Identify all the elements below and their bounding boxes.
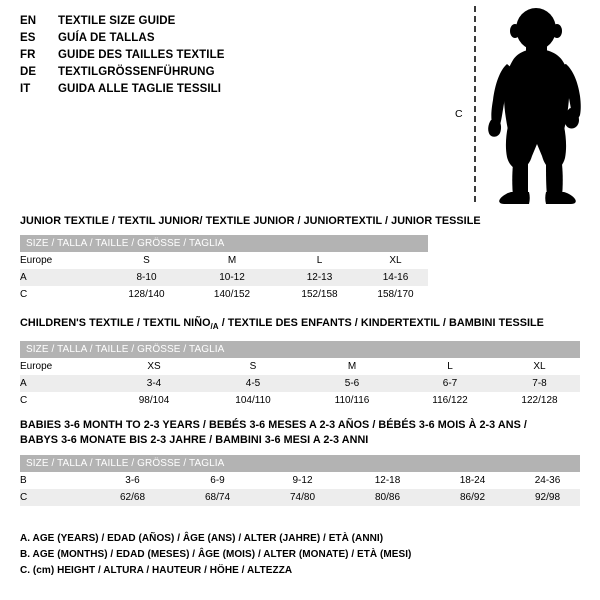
language-row-en: EN TEXTILE SIZE GUIDE	[20, 13, 440, 30]
legend-block: A. AGE (YEARS) / EDAD (AÑOS) / ÂGE (ANS)…	[20, 531, 580, 579]
cell-size: XS	[105, 358, 203, 376]
cell-height: 110/116	[303, 392, 401, 410]
table-babies-band-row: SIZE / TALLA / TAILLE / GRÖSSE / TAGLIA	[20, 455, 580, 472]
language-row-it: IT GUIDA ALLE TAGLIE TESSILI	[20, 81, 440, 98]
language-code-en: EN	[20, 15, 37, 27]
section-title-children-post: / TEXTILE DES ENFANTS / KINDERTEXTIL / B…	[218, 317, 544, 329]
cell-size: M	[188, 252, 276, 269]
section-title-children: CHILDREN'S TEXTILE / TEXTIL NIÑO/A / TEX…	[20, 316, 580, 334]
cell-age-months: 9-12	[260, 472, 345, 489]
table-row: Europe XS S M L XL	[20, 358, 580, 376]
row-label-europe: Europe	[20, 358, 105, 376]
cell-age-months: 18-24	[430, 472, 515, 489]
cell-height: 80/86	[345, 489, 430, 506]
height-illustration: C	[440, 0, 600, 210]
cell-age: 8-10	[105, 269, 188, 286]
cell-age: 6-7	[401, 375, 499, 393]
row-label-c: C	[20, 286, 105, 303]
table-row: C 62/68 68/74 74/80 80/86 86/92 92/98	[20, 489, 580, 506]
height-dashed-line-icon	[474, 6, 476, 202]
row-label-europe: Europe	[20, 252, 105, 269]
language-code-it: IT	[20, 83, 31, 95]
section-title-babies-line1: BABIES 3-6 MONTH TO 2-3 YEARS / BEBÉS 3-…	[20, 419, 527, 431]
section-title-children-sub: /A	[210, 322, 219, 332]
cell-size: XL	[499, 358, 580, 376]
section-title-babies: BABIES 3-6 MONTH TO 2-3 YEARS / BEBÉS 3-…	[20, 418, 580, 448]
cell-height: 152/158	[276, 286, 363, 303]
table-row: C 98/104 104/110 110/116 116/122 122/128	[20, 392, 580, 410]
guide-title-fr: GUIDE DES TAILLES TEXTILE	[58, 49, 225, 61]
cell-height: 128/140	[105, 286, 188, 303]
table-junior-band-label: SIZE / TALLA / TAILLE / GRÖSSE / TAGLIA	[20, 235, 428, 252]
cell-age-months: 6-9	[175, 472, 260, 489]
section-junior-textile: JUNIOR TEXTILE / TEXTIL JUNIOR/ TEXTILE …	[20, 214, 481, 303]
language-code-es: ES	[20, 32, 36, 44]
legend-line-c: C. (cm) HEIGHT / ALTURA / HAUTEUR / HÖHE…	[20, 565, 293, 576]
section-title-babies-line2: BABYS 3-6 MONATE BIS 2-3 JAHRE / BAMBINI…	[20, 434, 369, 446]
language-row-de: DE TEXTILGRÖSSENFÜHRUNG	[20, 64, 440, 81]
cell-height: 92/98	[515, 489, 580, 506]
table-row: A 3-4 4-5 5-6 6-7 7-8	[20, 375, 580, 393]
row-label-c: C	[20, 392, 105, 410]
cell-size: S	[105, 252, 188, 269]
toddler-silhouette-icon	[480, 8, 600, 204]
cell-age: 14-16	[363, 269, 428, 286]
cell-height: 62/68	[90, 489, 175, 506]
cell-height: 68/74	[175, 489, 260, 506]
guide-title-es: GUÍA DE TALLAS	[58, 32, 155, 44]
cell-age: 10-12	[188, 269, 276, 286]
cell-size: XL	[363, 252, 428, 269]
table-row: B 3-6 6-9 9-12 12-18 18-24 24-36	[20, 472, 580, 489]
table-junior-band-row: SIZE / TALLA / TAILLE / GRÖSSE / TAGLIA	[20, 235, 428, 252]
cell-height: 74/80	[260, 489, 345, 506]
cell-height: 116/122	[401, 392, 499, 410]
cell-size: L	[276, 252, 363, 269]
table-row: C 128/140 140/152 152/158 158/170	[20, 286, 428, 303]
cell-age-months: 12-18	[345, 472, 430, 489]
table-babies-band-label: SIZE / TALLA / TAILLE / GRÖSSE / TAGLIA	[20, 455, 580, 472]
row-label-b: B	[20, 472, 90, 489]
cell-age: 12-13	[276, 269, 363, 286]
height-measure-label: C	[455, 108, 463, 120]
row-label-a: A	[20, 269, 105, 286]
cell-age: 3-4	[105, 375, 203, 393]
row-label-c: C	[20, 489, 90, 506]
table-row: A 8-10 10-12 12-13 14-16	[20, 269, 428, 286]
cell-age: 5-6	[303, 375, 401, 393]
cell-height: 86/92	[430, 489, 515, 506]
cell-size: S	[203, 358, 303, 376]
language-code-de: DE	[20, 66, 37, 78]
section-title-children-pre: CHILDREN'S TEXTILE / TEXTIL NIÑO	[20, 317, 211, 329]
legend-line-a: A. AGE (YEARS) / EDAD (AÑOS) / ÂGE (ANS)…	[20, 533, 384, 544]
table-row: Europe S M L XL	[20, 252, 428, 269]
language-row-es: ES GUÍA DE TALLAS	[20, 30, 440, 47]
cell-age-months: 24-36	[515, 472, 580, 489]
table-children-sizes: SIZE / TALLA / TAILLE / GRÖSSE / TAGLIA …	[20, 341, 580, 410]
cell-age: 7-8	[499, 375, 580, 393]
cell-height: 158/170	[363, 286, 428, 303]
section-title-junior: JUNIOR TEXTILE / TEXTIL JUNIOR/ TEXTILE …	[20, 215, 481, 227]
cell-size: M	[303, 358, 401, 376]
table-children-band-row: SIZE / TALLA / TAILLE / GRÖSSE / TAGLIA	[20, 341, 580, 359]
language-title-block: EN TEXTILE SIZE GUIDE ES GUÍA DE TALLAS …	[20, 13, 440, 98]
guide-title-en: TEXTILE SIZE GUIDE	[58, 15, 176, 27]
language-code-fr: FR	[20, 49, 36, 61]
cell-height: 140/152	[188, 286, 276, 303]
table-children-band-label: SIZE / TALLA / TAILLE / GRÖSSE / TAGLIA	[20, 341, 580, 359]
section-childrens-textile: CHILDREN'S TEXTILE / TEXTIL NIÑO/A / TEX…	[20, 316, 580, 410]
cell-age: 4-5	[203, 375, 303, 393]
table-babies-sizes: SIZE / TALLA / TAILLE / GRÖSSE / TAGLIA …	[20, 455, 580, 506]
section-babies-textile: BABIES 3-6 MONTH TO 2-3 YEARS / BEBÉS 3-…	[20, 418, 580, 506]
cell-age-months: 3-6	[90, 472, 175, 489]
cell-size: L	[401, 358, 499, 376]
cell-height: 98/104	[105, 392, 203, 410]
row-label-a: A	[20, 375, 105, 393]
language-row-fr: FR GUIDE DES TAILLES TEXTILE	[20, 47, 440, 64]
cell-height: 122/128	[499, 392, 580, 410]
cell-height: 104/110	[203, 392, 303, 410]
table-junior-sizes: SIZE / TALLA / TAILLE / GRÖSSE / TAGLIA …	[20, 235, 428, 303]
guide-title-it: GUIDA ALLE TAGLIE TESSILI	[58, 83, 222, 95]
guide-title-de: TEXTILGRÖSSENFÜHRUNG	[58, 66, 215, 78]
legend-line-b: B. AGE (MONTHS) / EDAD (MESES) / ÂGE (MO…	[20, 549, 412, 560]
